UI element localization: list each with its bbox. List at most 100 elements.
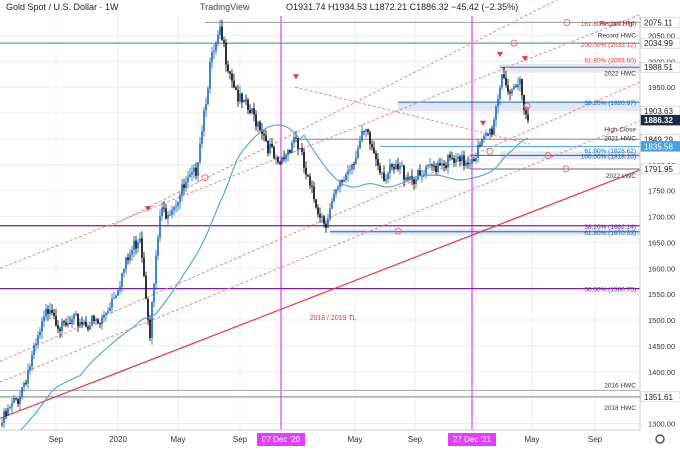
pivot-marker-icon [486,147,494,155]
candle-body [331,201,333,209]
level-label: 38.20% (1682.14) [584,224,636,231]
reversal-arrow-icon [293,74,299,80]
candle-body [117,290,119,296]
candle-body [251,108,253,114]
candle-body [29,366,31,371]
level-label: 2021 HWC [604,135,636,142]
candle-body [457,156,459,160]
candle-body [125,257,127,269]
candle-body [473,159,475,162]
candle-body [419,170,421,177]
price-axis[interactable] [640,0,680,447]
candle-body [319,214,321,218]
candle-body [401,165,403,167]
candle-body [369,132,371,145]
candle-body [325,223,327,228]
candle-body [183,184,185,189]
candle-body [279,162,281,164]
candle-body [217,34,219,43]
candle-body [373,147,375,154]
price-badge [640,391,680,403]
price-badge [640,37,680,49]
candle-body [115,295,117,298]
level-label: 2016 HWC [604,383,636,390]
trendline-label: 2018 / 2019 TL [310,315,357,322]
candle-body [265,135,267,142]
y-tick-label: 1750.00 [648,187,675,196]
pivot-marker-icon [394,227,402,235]
candle-body [417,170,419,180]
candle-body [361,130,363,141]
candle-body [249,109,251,114]
candle-body [1,422,3,427]
candle-body [481,139,483,146]
candle-body [413,179,415,185]
candle-body [189,174,191,178]
candle-body [499,87,501,99]
candle-body [197,162,199,176]
candle-body [27,370,29,384]
candle-body [433,165,435,167]
candle-body [415,179,417,185]
level-label: 2018 HWC [604,405,636,412]
level-label: 61.80% (1670.53) [584,230,636,237]
candle-body [327,219,329,228]
candle-body [441,163,443,166]
candle-body [127,257,129,261]
candle-body [79,322,81,327]
candle-body [175,205,177,207]
candle-body [355,158,357,165]
x-tick-label: May [524,435,539,444]
candle-body [171,209,173,215]
candle-body [133,240,135,251]
y-tick-label: 1450.00 [648,342,675,351]
candle-body [227,64,229,72]
candle-body [525,110,527,115]
candle-body [51,309,53,313]
candle-body [233,80,235,88]
level-label: 2022 LWC [606,173,637,180]
price-badge-label: 1835.58 [644,142,673,151]
candle-body [21,386,23,397]
candle-body [261,130,263,134]
price-badge-label: 1988.51 [644,63,673,72]
candle-body [337,186,339,190]
candle-body [345,174,347,181]
candle-body [397,163,399,170]
date-highlight-badge [257,433,305,446]
candle-body [305,167,307,175]
candle-body [475,157,477,162]
candle-body [435,165,437,172]
candle-body [235,87,237,91]
candle-body [5,411,7,417]
candle-body [291,142,293,153]
pivot-marker-icon [562,165,570,173]
candle-body [219,26,221,35]
gear-icon[interactable] [655,434,665,444]
candle-body [311,185,313,187]
candle-body [387,173,389,179]
candle-body [371,144,373,148]
candle-body [157,237,159,256]
candle-body [269,143,271,154]
candle-body [391,164,393,167]
candle-body [367,129,369,133]
candle-body [521,78,523,96]
price-badge [640,141,680,152]
candle-body [3,411,5,423]
candle-body [7,408,9,417]
candle-body [323,216,325,224]
candle-body [17,399,19,404]
candle-body [489,128,491,135]
candle-body [459,156,461,162]
candle-body [469,163,471,165]
level-label: 61.80% (2003.60) [584,57,636,64]
candle-body [307,174,309,177]
candle-body [309,176,311,186]
candle-body [395,163,397,170]
reversal-arrow-icon [522,56,528,62]
level-label: 61.80% (1828.62) [584,148,636,155]
candle-body [303,151,305,168]
